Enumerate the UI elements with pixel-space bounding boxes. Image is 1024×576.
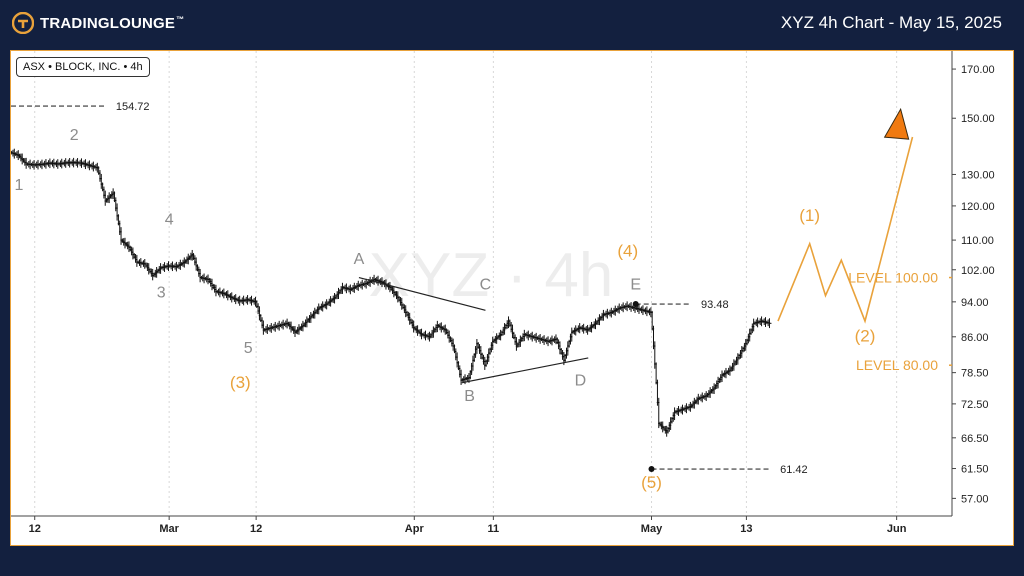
trendline: [358, 276, 486, 311]
wave-label-orange: (4): [617, 242, 638, 261]
wave-label-orange: (3): [230, 373, 251, 392]
wave-label-orange: (2): [855, 326, 876, 345]
wave-label-orange: (1): [799, 206, 820, 225]
projection-path: [777, 136, 914, 324]
level-label: LEVEL 100.00: [848, 270, 938, 286]
level-label: LEVEL 80.00: [856, 357, 938, 373]
x-tick-label: Mar: [159, 523, 179, 535]
wave-label-gray: A: [354, 251, 365, 268]
x-tick-label: Apr: [405, 523, 425, 535]
wave-label-orange: (5): [641, 473, 662, 492]
header-bar: TradingLounge™ XYZ 4h Chart - May 15, 20…: [0, 0, 1024, 48]
chart-watermark: XYZ · 4h: [369, 241, 614, 310]
legend-exchange: ASX: [23, 61, 46, 73]
x-tick-label: 12: [250, 523, 262, 535]
legend-company: BLOCK, INC.: [55, 61, 121, 73]
price-marker-label: 93.48: [701, 299, 729, 311]
price-chart[interactable]: 57.00 61.50 66.50 72.50 78.50 86.00 94.00 102.0…: [11, 51, 1013, 545]
trademark-icon: ™: [176, 14, 185, 24]
x-tick-label: May: [641, 523, 663, 535]
wave-label-gray: 5: [244, 340, 253, 357]
wave-label-gray: C: [480, 277, 492, 294]
wave-label-gray: E: [630, 277, 641, 294]
y-tick-label: 110.00: [961, 235, 994, 247]
wave-label-gray: 1: [14, 177, 23, 194]
trendline: [461, 357, 589, 384]
x-tick-label: 13: [740, 523, 752, 535]
x-tick-label: Jun: [887, 523, 907, 535]
y-tick-label: 61.50: [961, 464, 989, 476]
legend-separator-1: •: [48, 61, 52, 73]
y-tick-label: 120.00: [961, 201, 995, 213]
legend-separator-2: •: [123, 61, 128, 73]
brand-name: TradingLounge™: [40, 14, 185, 32]
y-tick-label: 102.00: [961, 265, 995, 277]
tradinglounge-logo-icon: [12, 12, 34, 34]
y-tick-label: 150.00: [961, 113, 995, 125]
symbol-legend[interactable]: ASX • BLOCK, INC. • 4h: [16, 57, 150, 77]
wave-label-gray: D: [575, 372, 587, 389]
wave-label-gray: 2: [70, 127, 79, 144]
wave-label-gray: B: [464, 388, 475, 405]
price-marker-label: 61.42: [780, 464, 808, 476]
y-tick-label: 57.00: [961, 493, 989, 505]
y-tick-label: 94.00: [961, 297, 989, 309]
chart-panel[interactable]: 57.00 61.50 66.50 72.50 78.50 86.00 94.00 102.0…: [10, 50, 1014, 546]
legend-interval: 4h: [130, 61, 143, 73]
x-tick-label: 11: [488, 523, 500, 535]
projection-arrow-icon: [883, 107, 910, 140]
y-tick-label: 78.50: [961, 368, 989, 380]
price-marker-dot: [632, 301, 639, 308]
y-tick-label: 66.50: [961, 433, 989, 445]
page-title: XYZ 4h Chart - May 15, 2025: [780, 13, 1002, 32]
y-tick-label: 130.00: [961, 169, 995, 181]
brand-logo[interactable]: TradingLounge™: [12, 12, 184, 34]
wave-label-gray: 4: [165, 211, 174, 228]
x-tick-label: 12: [29, 523, 41, 535]
wave-label-gray: 3: [157, 285, 166, 302]
y-tick-label: 72.50: [961, 399, 989, 411]
price-marker-dot: [648, 466, 655, 473]
y-tick-label: 86.00: [961, 332, 989, 344]
price-marker-label: 154.72: [116, 101, 150, 113]
y-tick-label: 170.00: [961, 64, 995, 76]
